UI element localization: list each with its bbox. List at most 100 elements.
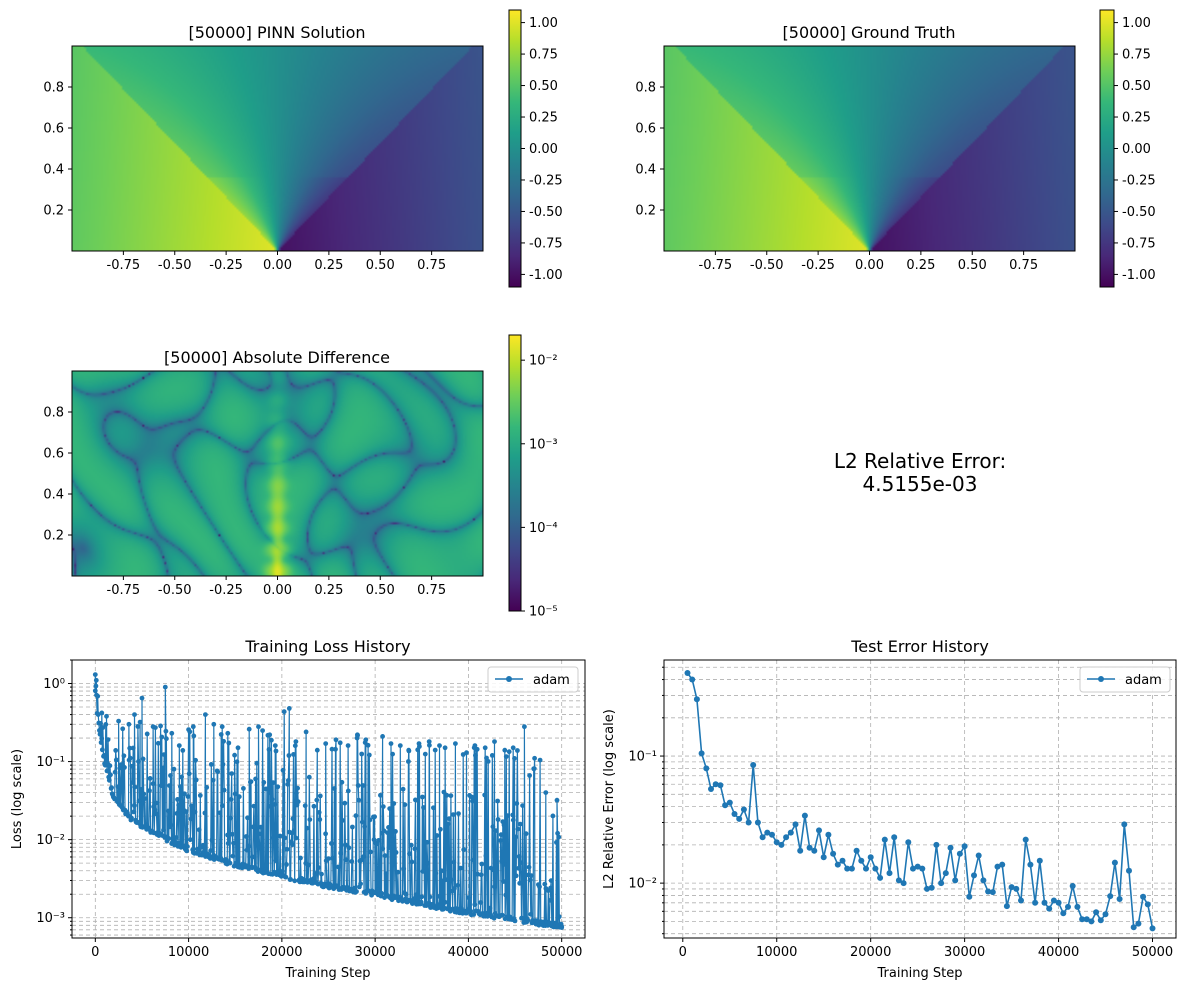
colorbar-tick-label: -1.00 bbox=[1122, 268, 1156, 283]
test-point bbox=[900, 880, 907, 887]
loss-point bbox=[285, 778, 291, 783]
loss-point bbox=[179, 774, 185, 780]
loss-point bbox=[280, 767, 286, 773]
loss-point bbox=[290, 816, 296, 822]
loss-point bbox=[163, 728, 169, 734]
loss-point bbox=[196, 848, 201, 854]
loss-point bbox=[303, 729, 309, 735]
test-legend-box bbox=[1079, 666, 1171, 693]
loss-point bbox=[227, 860, 233, 866]
test-series-line bbox=[686, 672, 1154, 929]
loss-point bbox=[184, 848, 190, 854]
test-point bbox=[1135, 920, 1142, 927]
loss-point bbox=[548, 885, 553, 891]
loss-point bbox=[326, 856, 331, 861]
loss-point bbox=[113, 757, 119, 763]
loss-point bbox=[346, 845, 352, 851]
loss-point bbox=[350, 824, 355, 830]
loss-point bbox=[97, 731, 103, 737]
colorbar-tick-label: -0.50 bbox=[529, 205, 563, 220]
loss-point bbox=[485, 759, 491, 764]
loss-point bbox=[492, 884, 497, 890]
loss-point bbox=[295, 799, 301, 805]
pinn-solution-heatmap bbox=[72, 46, 483, 251]
loss-point bbox=[153, 725, 158, 730]
x-tick-label: 0.00 bbox=[855, 258, 884, 273]
test-point bbox=[787, 829, 794, 836]
loss-point bbox=[339, 779, 345, 785]
pinn-solution-title: [50000] PINN Solution bbox=[188, 23, 365, 42]
loss-point bbox=[286, 753, 292, 758]
test-point bbox=[825, 831, 832, 838]
test-point bbox=[1121, 821, 1128, 828]
loss-point bbox=[256, 831, 262, 837]
loss-point bbox=[406, 748, 412, 754]
loss-point bbox=[411, 896, 417, 901]
abs-diff-panel: [50000] Absolute Difference -0.75 -0.50 -0… bbox=[43, 334, 558, 620]
loss-point bbox=[106, 777, 112, 783]
loss-point bbox=[468, 908, 474, 914]
abs-diff-x-ticks: -0.75 -0.50 -0.25 0.00 0.25 0.50 0.75 bbox=[107, 576, 446, 598]
loss-point bbox=[246, 726, 252, 732]
loss-point bbox=[191, 733, 197, 739]
test-point bbox=[942, 870, 949, 877]
loss-point bbox=[150, 781, 156, 787]
loss-point bbox=[537, 757, 543, 763]
loss-point bbox=[354, 889, 359, 894]
loss-point bbox=[256, 724, 261, 730]
loss-point bbox=[492, 739, 497, 744]
loss-point bbox=[487, 905, 493, 911]
loss-legend-marker bbox=[506, 676, 512, 682]
loss-point bbox=[355, 783, 361, 788]
loss-point bbox=[501, 822, 507, 828]
loss-point bbox=[190, 724, 196, 730]
loss-point bbox=[331, 786, 337, 791]
loss-point bbox=[225, 730, 231, 736]
colorbar-tick-label: -0.25 bbox=[1122, 173, 1156, 188]
loss-point bbox=[421, 805, 426, 810]
pinn-solution-colorbar bbox=[508, 9, 522, 288]
pinn-solution-x-ticks: -0.75 -0.50 -0.25 0.00 0.25 0.50 0.75 bbox=[107, 251, 446, 273]
l2-error-label: L2 Relative Error: bbox=[834, 449, 1006, 473]
loss-point bbox=[559, 925, 565, 930]
loss-point bbox=[432, 747, 438, 753]
test-point bbox=[1003, 903, 1010, 910]
test-point bbox=[1140, 893, 1147, 900]
x-tick-label: -0.75 bbox=[107, 583, 141, 598]
loss-point bbox=[208, 762, 214, 767]
loss-point bbox=[127, 745, 133, 751]
loss-point bbox=[162, 684, 168, 690]
loss-point bbox=[99, 747, 105, 753]
test-point bbox=[834, 861, 841, 868]
test-point bbox=[914, 863, 921, 870]
loss-point bbox=[210, 777, 216, 783]
test-point bbox=[764, 829, 771, 836]
loss-point bbox=[494, 863, 499, 869]
loss-point bbox=[232, 752, 238, 758]
loss-point bbox=[319, 871, 324, 877]
loss-point bbox=[177, 840, 183, 846]
loss-point bbox=[516, 854, 522, 859]
loss-point bbox=[183, 809, 189, 815]
test-legend-label: adam bbox=[1125, 673, 1162, 688]
colorbar-tick-label: 0.75 bbox=[1122, 48, 1151, 63]
loss-point bbox=[499, 858, 504, 864]
loss-point bbox=[130, 780, 136, 785]
loss-point bbox=[316, 810, 322, 815]
loss-point bbox=[353, 813, 359, 819]
loss-point bbox=[188, 816, 194, 822]
loss-point bbox=[270, 780, 276, 786]
test-point bbox=[773, 839, 780, 846]
test-point bbox=[994, 863, 1001, 870]
colorbar-tick-label: -0.75 bbox=[1122, 236, 1156, 251]
loss-point bbox=[221, 787, 227, 793]
loss-point bbox=[235, 745, 241, 751]
loss-point bbox=[513, 834, 518, 840]
loss-point bbox=[295, 785, 300, 791]
loss-point bbox=[158, 723, 164, 729]
x-tick-label: -0.25 bbox=[209, 583, 243, 598]
loss-point bbox=[389, 837, 394, 843]
loss-point bbox=[402, 802, 408, 808]
loss-point bbox=[408, 842, 414, 848]
loss-xlabel: Training Step bbox=[284, 966, 370, 981]
